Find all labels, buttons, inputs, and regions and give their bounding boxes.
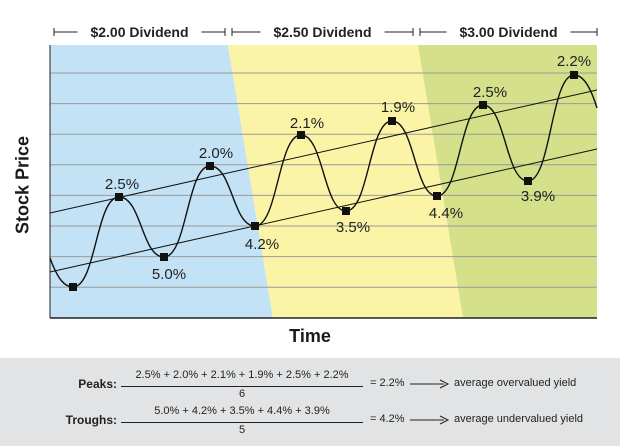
peaks-numerator: 2.5% + 2.0% + 2.1% + 1.9% + 2.5% + 2.2% — [135, 369, 349, 381]
peaks-fraction: 2.5% + 2.0% + 2.1% + 1.9% + 2.5% + 2.2% … — [121, 368, 363, 402]
trough-marker — [342, 207, 350, 215]
peaks-description: average overvalued yield — [454, 377, 577, 389]
troughs-result: = 4.2% — [370, 413, 405, 425]
troughs-denominator: 5 — [121, 422, 363, 438]
trough-marker — [524, 177, 532, 185]
trough-yield-label: 4.2% — [245, 236, 279, 253]
troughs-description: average undervalued yield — [454, 413, 584, 425]
peaks-formula: Peaks: 2.5% + 2.0% + 2.1% + 1.9% + 2.5% … — [0, 368, 620, 404]
trough-marker — [251, 222, 259, 230]
troughs-label: Troughs: — [65, 413, 117, 427]
long-arrow-icon — [410, 415, 450, 425]
troughs-numerator: 5.0% + 4.2% + 3.5% + 4.4% + 3.9% — [154, 405, 330, 417]
trough-yield-label: 4.4% — [429, 205, 463, 222]
peak-yield-label: 2.0% — [199, 145, 233, 162]
peak-marker — [570, 71, 578, 79]
peaks-denominator: 6 — [121, 386, 363, 402]
trough-marker — [160, 253, 168, 261]
dividend-period-region — [50, 45, 273, 318]
peak-marker — [297, 131, 305, 139]
lower-trend-line — [49, 148, 598, 273]
peak-yield-label: 2.5% — [105, 176, 139, 193]
troughs-fraction: 5.0% + 4.2% + 3.5% + 4.4% + 3.9% 5 — [121, 404, 363, 438]
dividend-period-label: $2.50 Dividend — [273, 24, 371, 40]
trough-yield-label: 3.9% — [521, 188, 555, 205]
trough-marker — [69, 283, 77, 291]
peak-marker — [479, 101, 487, 109]
peak-yield-label: 2.5% — [473, 84, 507, 101]
trough-marker — [433, 192, 441, 200]
peak-marker — [388, 117, 396, 125]
dividend-period-region — [418, 45, 597, 318]
long-arrow-icon — [410, 379, 450, 389]
dividend-period-label: $2.00 Dividend — [90, 24, 188, 40]
upper-trend-line — [49, 89, 598, 214]
peak-marker — [206, 162, 214, 170]
y-axis-label: Stock Price — [12, 135, 33, 235]
dividend-period-region — [228, 45, 463, 318]
peak-yield-label: 2.1% — [290, 115, 324, 132]
peak-yield-label: 1.9% — [381, 99, 415, 116]
troughs-formula: Troughs: 5.0% + 4.2% + 3.5% + 4.4% + 3.9… — [0, 404, 620, 440]
y-axis-label-box: Stock Price — [8, 95, 38, 275]
formula-panel: Peaks: 2.5% + 2.0% + 2.1% + 1.9% + 2.5% … — [0, 358, 620, 446]
peaks-label: Peaks: — [78, 377, 117, 391]
peaks-result: = 2.2% — [370, 377, 405, 389]
trough-yield-label: 5.0% — [152, 266, 186, 283]
dividend-yield-chart: 2.5% 5.0% 2.0% 4.2% 2.1% 3.5% 1.9% 4.4% 2.5% 3.9%… — [49, 24, 598, 319]
stock-price-line — [49, 74, 598, 288]
peak-yield-label: 2.2% — [557, 53, 591, 70]
x-axis-label: Time — [289, 326, 331, 346]
trough-yield-label: 3.5% — [336, 219, 370, 236]
peak-marker — [115, 193, 123, 201]
dividend-period-label: $3.00 Dividend — [459, 24, 557, 40]
